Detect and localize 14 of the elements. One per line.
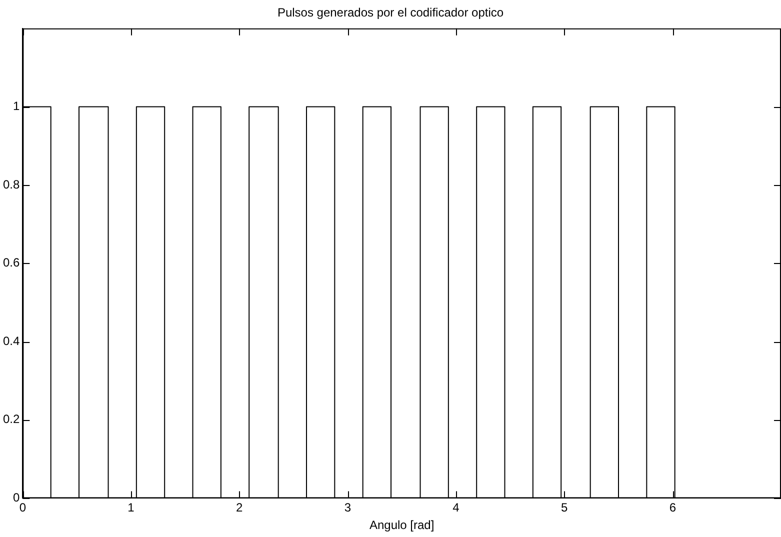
x-tick-label: 2 bbox=[236, 500, 243, 515]
x-tick-label: 4 bbox=[452, 500, 460, 515]
y-tick-label: 0.4 bbox=[2, 334, 20, 348]
y-tick-label: 1 bbox=[12, 99, 20, 114]
x-tick-label: 1 bbox=[128, 500, 135, 515]
x-axis-title: Angulo [rad] bbox=[369, 518, 434, 532]
y-tick-label: 0.8 bbox=[2, 177, 20, 192]
y-tick-label: 0.2 bbox=[2, 412, 20, 426]
x-tick-label: 3 bbox=[344, 500, 352, 515]
x-tick-label: 5 bbox=[560, 500, 568, 515]
y-tick-label: 0.6 bbox=[2, 256, 20, 270]
y-tick-label: 0 bbox=[12, 490, 20, 505]
chart-title: Pulsos generados por el codificador optico bbox=[277, 6, 504, 20]
x-tick-label: 6 bbox=[669, 500, 676, 515]
